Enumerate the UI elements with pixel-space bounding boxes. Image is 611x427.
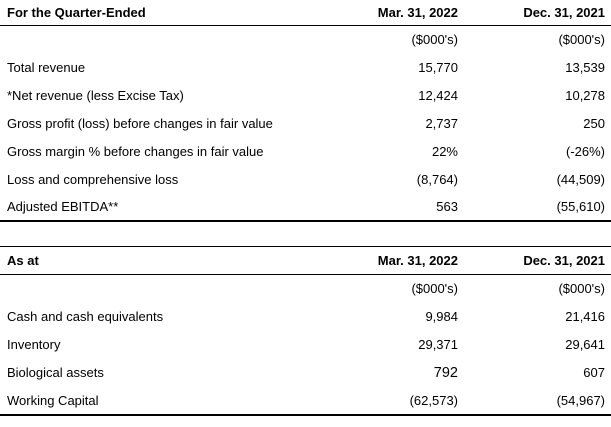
row-value-col1: 792 [433, 364, 458, 381]
row-label: Cash and cash equivalents [7, 309, 164, 324]
column-header-dec-2021: Dec. 31, 2021 [458, 246, 611, 275]
table-row: Gross profit (loss) before changes in fa… [0, 109, 611, 137]
quarter-ended-table: For the Quarter-Ended Mar. 31, 2022 Dec.… [0, 0, 611, 222]
row-value-col1: 2,737 [425, 115, 458, 131]
table-row: Cash and cash equivalents 9,984 21,416 [0, 303, 611, 331]
row-label: Gross profit (loss) before changes in fa… [7, 115, 273, 131]
row-label: Gross margin % before changes in fair va… [7, 143, 264, 159]
row-value-col1: (62,573) [409, 392, 458, 408]
row-value-col2: 21,416 [565, 309, 605, 324]
row-value-col2: (44,509) [556, 171, 605, 187]
row-label: *Net revenue (less Excise Tax) [7, 87, 184, 103]
units-spacer [0, 25, 298, 53]
as-at-header-row: As at Mar. 31, 2022 Dec. 31, 2021 [0, 246, 611, 275]
column-header-dec-2021: Dec. 31, 2021 [458, 0, 611, 26]
units-col1: ($000's) [411, 31, 458, 47]
units-col2: ($000's) [558, 31, 605, 47]
table-row: *Net revenue (less Excise Tax) 12,424 10… [0, 81, 611, 109]
as-at-title: As at [0, 246, 298, 275]
row-label: Total revenue [7, 59, 86, 75]
row-value-col1: 12,424 [418, 87, 458, 103]
row-value-col2: 29,641 [565, 337, 605, 352]
table-row: Gross margin % before changes in fair va… [0, 137, 611, 165]
row-value-col2: 250 [583, 115, 605, 131]
row-label: Inventory [7, 337, 61, 352]
row-value-col1: 563 [436, 199, 458, 214]
table-row: Loss and comprehensive loss (8,764) (44,… [0, 165, 611, 193]
row-value-col2: 13,539 [565, 59, 605, 75]
row-value-col2: 10,278 [565, 87, 605, 103]
row-value-col2: (54,967) [556, 392, 605, 408]
quarter-ended-title: For the Quarter-Ended [0, 0, 298, 26]
row-value-col2: 607 [583, 365, 605, 380]
row-label: Working Capital [7, 392, 99, 408]
quarter-ended-header-row: For the Quarter-Ended Mar. 31, 2022 Dec.… [0, 0, 611, 26]
row-value-col2: (-26%) [565, 143, 605, 159]
row-value-col1: 22% [431, 143, 458, 159]
table-row: Working Capital (62,573) (54,967) [0, 387, 611, 415]
row-value-col1: 29,371 [418, 337, 458, 352]
units-spacer [0, 275, 298, 303]
row-value-col1: 15,770 [418, 59, 458, 75]
row-label: Adjusted EBITDA** [7, 199, 119, 214]
row-value-col1: (8,764) [416, 171, 458, 187]
row-label: Loss and comprehensive loss [7, 171, 179, 187]
row-label: Biological assets [7, 365, 104, 380]
table-row: Adjusted EBITDA** 563 (55,610) [0, 193, 611, 221]
as-at-table: As at Mar. 31, 2022 Dec. 31, 2021 ($000'… [0, 246, 611, 416]
units-row: ($000's) ($000's) [0, 25, 611, 53]
row-value-col2: (55,610) [556, 199, 605, 214]
units-row: ($000's) ($000's) [0, 275, 611, 303]
units-col2: ($000's) [558, 281, 605, 297]
table-row: Inventory 29,371 29,641 [0, 331, 611, 359]
column-header-mar-2022: Mar. 31, 2022 [298, 0, 458, 26]
row-value-col1: 9,984 [425, 309, 458, 324]
column-header-mar-2022: Mar. 31, 2022 [298, 246, 458, 275]
units-col1: ($000's) [411, 281, 458, 297]
table-row: Total revenue 15,770 13,539 [0, 53, 611, 81]
table-row: Biological assets 792 607 [0, 359, 611, 387]
